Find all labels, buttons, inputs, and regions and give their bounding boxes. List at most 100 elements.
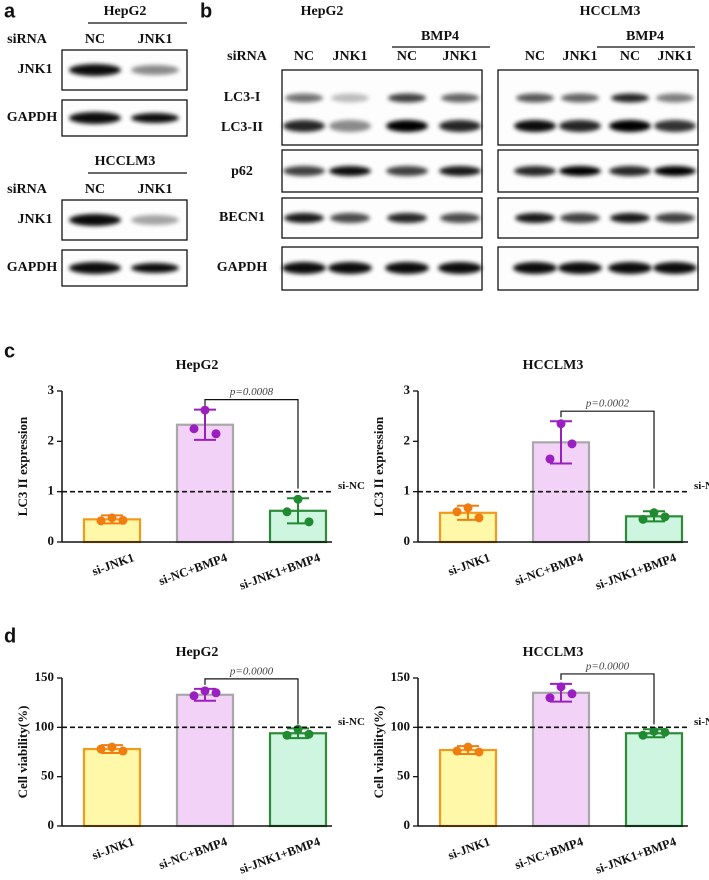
y-axis-label: Cell viability(%) xyxy=(15,706,30,799)
blot-band xyxy=(560,213,600,223)
label: LC3-I xyxy=(224,90,261,105)
blot-band xyxy=(69,64,121,76)
blot-box xyxy=(497,69,699,146)
data-point xyxy=(304,517,314,527)
label: HCCLM3 xyxy=(523,358,584,373)
data-point xyxy=(304,729,314,739)
label: JNK1 xyxy=(138,182,173,197)
data-point xyxy=(474,747,484,757)
x-tick-label: si-JNK1+BMP4 xyxy=(237,834,322,876)
data-point xyxy=(282,730,292,740)
blot-band xyxy=(440,213,480,223)
x-tick-label: si-JNK1 xyxy=(446,834,492,862)
data-point xyxy=(211,688,221,698)
blot-band xyxy=(439,166,481,176)
data-point xyxy=(638,730,648,740)
label: JNK1 xyxy=(18,62,53,77)
panel-letter: b xyxy=(200,0,212,22)
data-point xyxy=(107,513,117,523)
data-point xyxy=(660,727,670,737)
p-value: p=0.0008 xyxy=(229,386,274,398)
y-tick-label: 0 xyxy=(404,817,411,832)
y-tick-label: 3 xyxy=(404,382,411,397)
blot-band xyxy=(654,120,696,132)
y-tick-label: 0 xyxy=(404,533,411,548)
reference-label: si-NC xyxy=(694,716,709,728)
bar xyxy=(438,748,498,828)
label: LC3-II xyxy=(221,120,263,135)
label: BECN1 xyxy=(219,210,265,225)
label: HepG2 xyxy=(301,4,344,19)
panel-letter: a xyxy=(4,0,16,22)
reference-label: si-NC xyxy=(694,480,709,492)
label: GAPDH xyxy=(7,260,58,275)
blot-band xyxy=(515,213,555,223)
data-point xyxy=(463,503,473,513)
label: GAPDH xyxy=(7,110,58,125)
y-tick-label: 2 xyxy=(404,432,411,447)
blot-band xyxy=(656,93,694,103)
x-tick-label: si-NC+BMP4 xyxy=(157,550,230,588)
blot-band xyxy=(610,213,650,223)
y-tick-label: 50 xyxy=(397,768,410,783)
blot-band xyxy=(386,166,428,176)
blot-band xyxy=(331,93,369,103)
significance-bracket xyxy=(204,399,299,489)
blot-band xyxy=(329,166,371,176)
bar xyxy=(531,691,591,828)
data-point xyxy=(211,429,221,439)
blot-band xyxy=(654,166,696,176)
label: siRNA xyxy=(7,182,48,197)
data-point xyxy=(452,746,462,756)
blot-band xyxy=(441,93,479,103)
data-point xyxy=(189,424,199,434)
blot-band xyxy=(330,213,370,223)
blot-band xyxy=(131,65,179,75)
data-point xyxy=(452,507,462,517)
blot-band xyxy=(653,262,697,274)
data-point xyxy=(649,726,659,736)
y-tick-label: 50 xyxy=(41,768,54,783)
data-point xyxy=(567,689,577,699)
x-tick-label: si-JNK1 xyxy=(446,550,492,578)
label: HCCLM3 xyxy=(95,154,156,169)
blot-band xyxy=(285,93,323,103)
panel-letter: c xyxy=(4,340,15,362)
y-tick-label: 1 xyxy=(48,483,55,498)
x-tick-label: si-NC+BMP4 xyxy=(513,550,586,588)
blot-band xyxy=(69,112,121,124)
blot-band xyxy=(561,93,599,103)
label: HepG2 xyxy=(104,4,147,19)
label: NC xyxy=(294,49,314,64)
blot-band xyxy=(388,93,426,103)
y-tick-label: 2 xyxy=(48,432,55,447)
bar xyxy=(175,693,235,828)
blot-band xyxy=(611,93,649,103)
bar xyxy=(82,747,142,828)
p-value: p=0.0002 xyxy=(585,398,630,410)
y-tick-label: 3 xyxy=(48,382,55,397)
label: JNK1 xyxy=(333,49,368,64)
blot-band xyxy=(438,262,482,274)
blot-band xyxy=(385,262,429,274)
x-tick-label: si-NC+BMP4 xyxy=(157,834,230,872)
y-tick-label: 100 xyxy=(391,718,411,733)
data-point xyxy=(567,439,577,449)
reference-label: si-NC xyxy=(338,480,365,492)
data-point xyxy=(282,507,292,517)
y-tick-label: 0 xyxy=(48,533,55,548)
data-point xyxy=(118,746,128,756)
label: NC xyxy=(85,182,105,197)
label: GAPDH xyxy=(217,260,268,275)
blot-band xyxy=(283,166,325,176)
label: JNK1 xyxy=(563,49,598,64)
p-value: p=0.0000 xyxy=(229,665,274,677)
x-tick-label: si-JNK1 xyxy=(90,834,136,862)
blot-band xyxy=(329,120,371,132)
data-point xyxy=(118,515,128,525)
label: siRNA xyxy=(7,32,48,47)
blot-band xyxy=(439,120,481,132)
p-value: p=0.0000 xyxy=(585,660,630,672)
x-tick-label: si-JNK1 xyxy=(90,550,136,578)
data-point xyxy=(293,494,303,504)
